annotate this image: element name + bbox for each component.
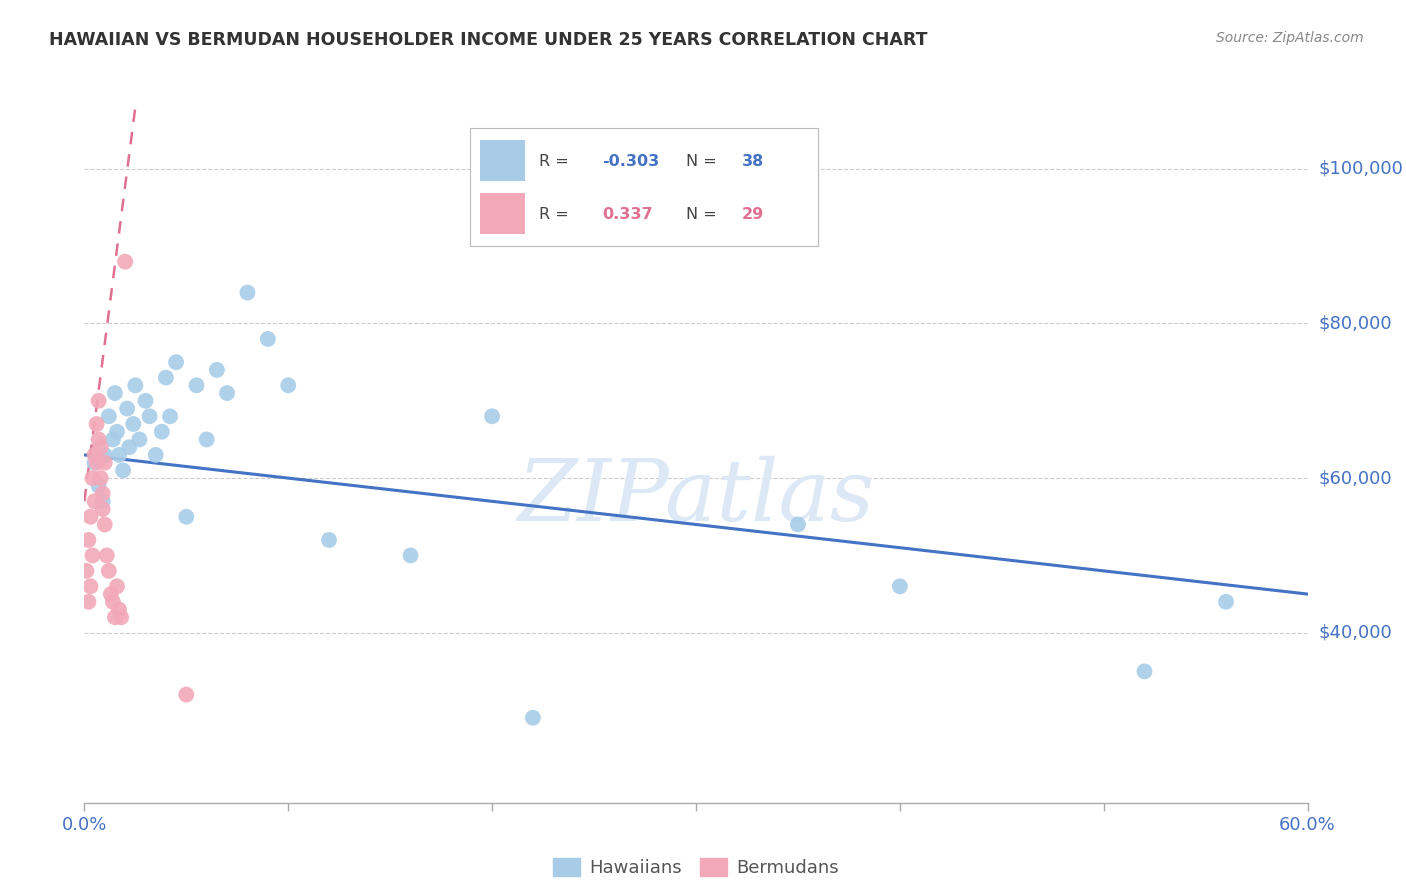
Point: [118, 440, 141, 454]
Point: [77, 595, 100, 609]
Point: [787, 517, 810, 532]
Point: [128, 433, 150, 447]
Text: $80,000: $80,000: [1319, 315, 1392, 333]
Point: [79, 509, 101, 524]
Point: [236, 285, 259, 300]
Point: [124, 378, 146, 392]
Point: [108, 448, 131, 462]
Point: [91, 486, 114, 500]
Point: [174, 688, 197, 702]
Bar: [479, 140, 526, 181]
Legend: Hawaiians, Bermudans: Hawaiians, Bermudans: [546, 850, 846, 884]
Point: [93, 448, 115, 462]
Text: $100,000: $100,000: [1319, 160, 1403, 178]
Point: [101, 433, 124, 447]
Text: 38: 38: [741, 153, 763, 169]
Point: [522, 711, 544, 725]
Point: [93, 456, 115, 470]
Point: [77, 533, 100, 547]
Point: [91, 494, 114, 508]
Point: [87, 393, 110, 408]
Point: [115, 401, 138, 416]
Point: [91, 502, 114, 516]
Point: [96, 549, 118, 563]
Point: [100, 587, 122, 601]
Text: ZIPatlas: ZIPatlas: [517, 455, 875, 538]
Point: [112, 463, 135, 477]
Point: [86, 417, 108, 431]
Text: 29: 29: [741, 207, 763, 222]
Text: HAWAIIAN VS BERMUDAN HOUSEHOLDER INCOME UNDER 25 YEARS CORRELATION CHART: HAWAIIAN VS BERMUDAN HOUSEHOLDER INCOME …: [49, 31, 928, 49]
Text: Source: ZipAtlas.com: Source: ZipAtlas.com: [1216, 31, 1364, 45]
Point: [165, 355, 187, 369]
Point: [481, 409, 503, 424]
Bar: [479, 193, 526, 235]
Point: [104, 610, 127, 624]
Point: [90, 440, 112, 454]
Point: [108, 602, 131, 616]
Point: [122, 417, 145, 431]
Point: [159, 409, 181, 424]
Point: [83, 494, 105, 508]
Point: [155, 370, 177, 384]
Point: [83, 448, 105, 462]
Text: R =: R =: [540, 153, 569, 169]
Point: [195, 433, 218, 447]
Point: [93, 517, 115, 532]
Point: [105, 579, 128, 593]
Text: N =: N =: [686, 153, 717, 169]
Point: [114, 254, 136, 268]
Point: [205, 363, 228, 377]
Point: [86, 456, 108, 470]
Point: [186, 378, 208, 392]
Point: [82, 549, 104, 563]
Text: 0.337: 0.337: [602, 207, 652, 222]
Point: [217, 386, 239, 401]
Point: [1133, 665, 1156, 679]
Text: N =: N =: [686, 207, 717, 222]
Point: [105, 425, 128, 439]
Point: [87, 479, 110, 493]
Point: [97, 409, 120, 424]
Point: [277, 378, 299, 392]
Point: [87, 433, 110, 447]
Text: -0.303: -0.303: [602, 153, 659, 169]
Text: $60,000: $60,000: [1319, 469, 1392, 487]
Point: [257, 332, 280, 346]
Point: [889, 579, 911, 593]
Point: [79, 579, 101, 593]
Point: [138, 409, 160, 424]
Point: [135, 393, 157, 408]
Point: [399, 549, 422, 563]
Point: [104, 386, 127, 401]
Point: [145, 448, 167, 462]
Point: [110, 610, 132, 624]
Point: [174, 509, 197, 524]
Point: [150, 425, 173, 439]
Point: [101, 595, 124, 609]
Point: [75, 564, 97, 578]
Point: [90, 471, 112, 485]
Text: $40,000: $40,000: [1319, 624, 1392, 641]
Point: [83, 456, 105, 470]
Text: R =: R =: [540, 207, 569, 222]
Point: [97, 564, 120, 578]
Point: [82, 471, 104, 485]
Point: [1215, 595, 1237, 609]
Point: [318, 533, 340, 547]
